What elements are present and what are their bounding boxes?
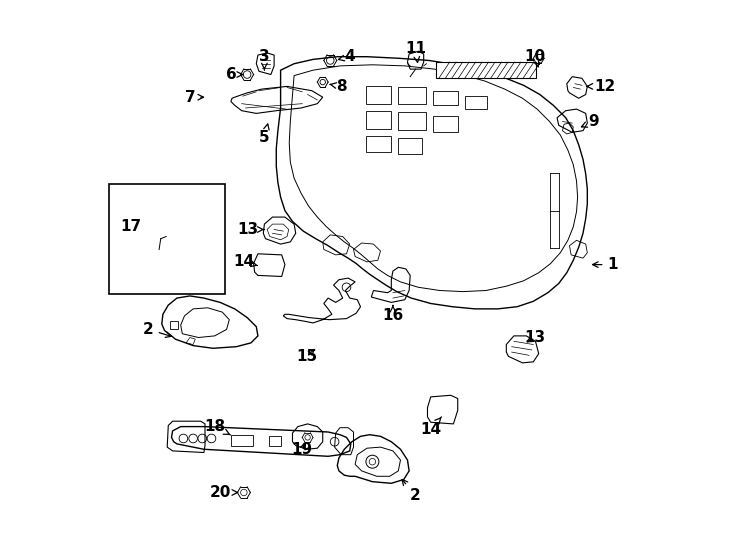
Text: 7: 7	[184, 90, 203, 105]
Bar	[269, 436, 280, 446]
Text: 13: 13	[524, 330, 545, 345]
Text: 5: 5	[259, 124, 269, 145]
Text: 19: 19	[291, 442, 313, 457]
Text: 16: 16	[382, 306, 404, 323]
Text: 3: 3	[259, 49, 269, 70]
Text: 2: 2	[143, 322, 171, 338]
Bar	[436, 62, 536, 78]
Text: 1: 1	[592, 257, 618, 272]
Text: 15: 15	[296, 349, 317, 364]
Text: 10: 10	[524, 49, 545, 67]
Bar	[231, 435, 252, 446]
Bar	[109, 184, 225, 294]
Text: 14: 14	[420, 417, 441, 437]
Text: 20: 20	[209, 485, 238, 500]
Text: 4: 4	[338, 49, 355, 64]
Text: 17: 17	[120, 219, 141, 234]
Text: 2: 2	[402, 480, 421, 503]
Text: 8: 8	[330, 79, 346, 94]
Text: 9: 9	[581, 114, 599, 129]
Text: 13: 13	[238, 222, 264, 237]
Text: 6: 6	[225, 67, 242, 82]
Text: 14: 14	[233, 254, 258, 269]
Text: 12: 12	[587, 79, 615, 94]
Text: 18: 18	[204, 419, 230, 435]
Text: 11: 11	[405, 41, 426, 63]
